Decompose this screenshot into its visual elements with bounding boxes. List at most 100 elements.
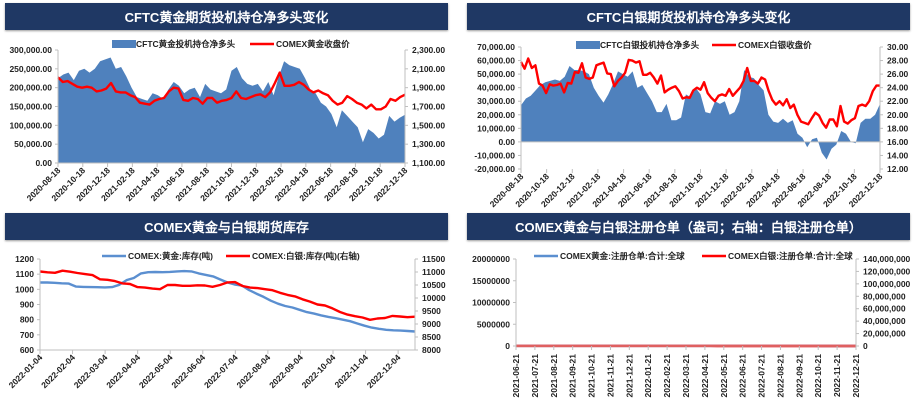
- y-left-tick-label: 250,000.00: [9, 64, 52, 74]
- legend-label: COMEX白银:注册仓单:合计:全球: [728, 251, 853, 261]
- x-tick-label: 2021-10-21: [587, 354, 597, 398]
- chart-panel-silver-cftc: CFTC白银期货投机持仓净多头变化 CFTC白银投机持仓净多头 COMEX白银收盘…: [462, 0, 924, 209]
- y-right-tick-label: 2,300.00: [412, 45, 445, 55]
- y-left-tick-label: 70,000.00: [477, 42, 515, 52]
- chart-comex-inventory: COMEX:黄金:库存(吨) COMEX:白银:库存(吨)(右轴) 600 700 80…: [7, 251, 446, 390]
- y-right-tick-label: 10000: [422, 293, 446, 303]
- x-tick-label: 2022-07-04: [202, 352, 240, 390]
- x-tick-label: 2021-08-21: [549, 354, 559, 398]
- x-tick-label: 2022-02-21: [662, 354, 672, 398]
- x-tick-label: 2022-03-04: [72, 352, 110, 390]
- y-right-tick-label: 120,000,000: [863, 266, 911, 276]
- legend-label: CFTC白银投机持仓净多头: [600, 40, 700, 50]
- series-line-1: [519, 57, 880, 129]
- y-left-tick-label: 50,000.00: [477, 69, 515, 79]
- y-right-tick-label: 12.00: [887, 164, 909, 174]
- legend-label: CFTC黄金投机持仓净多头: [136, 39, 236, 49]
- y-left-tick-label: 60,000.00: [477, 56, 515, 66]
- y-right-tick-label: 26.00: [887, 69, 909, 79]
- x-tick-label: 2022-08-21: [775, 354, 785, 398]
- y-left-tick-label: 100,000.00: [9, 120, 52, 130]
- y-right-tick-label: 1,700.00: [412, 102, 445, 112]
- y-left-tick-label: 0.00: [35, 158, 52, 168]
- legend-swatch: [576, 41, 600, 49]
- x-tick-label: 2022-05-21: [719, 354, 729, 398]
- chart-gold-cftc: CFTC黄金投机持仓净多头 COMEX黄金收盘价 0.00 50,000.00 100,…: [9, 39, 445, 203]
- y-right-tick-label: 20,000,000: [863, 329, 906, 339]
- x-tick-label: 2022-12-04: [365, 352, 403, 390]
- x-tick-label: 2022-09-04: [267, 352, 305, 390]
- series-area-0: [521, 66, 880, 160]
- y-left-tick-label: 40,000.00: [477, 83, 515, 93]
- y-right-tick-label: 20.00: [887, 110, 909, 120]
- series-line-1: [39, 269, 416, 322]
- y-left-tick-label: 1000: [15, 284, 34, 294]
- y-left-tick-label: 20000000: [472, 254, 510, 264]
- legend-label: COMEX白银收盘价: [738, 40, 812, 50]
- y-right-tick-label: 11000: [422, 267, 445, 277]
- x-tick-label: 2021-09-21: [568, 354, 578, 398]
- y-right-tick-label: 24.00: [887, 83, 909, 93]
- y-left-tick-label: 0.00: [498, 137, 515, 147]
- y-left-tick-label: 700: [20, 330, 34, 340]
- y-right-tick-label: 1,900.00: [412, 83, 445, 93]
- chart-title: CFTC白银期货投机持仓净多头变化: [467, 3, 910, 30]
- y-left-tick-label: 600: [20, 345, 34, 355]
- y-right-tick-label: 22.00: [887, 96, 909, 106]
- y-left-tick-label: 1100: [16, 269, 35, 279]
- legend-swatch: [112, 40, 136, 48]
- y-right-tick-label: 2,100.00: [412, 64, 445, 74]
- legend-label: COMEX黄金收盘价: [276, 39, 350, 49]
- chart-panel-gold-cftc: CFTC黄金期货投机持仓净多头变化 CFTC黄金投机持仓净多头 COMEX黄金收盘…: [0, 0, 462, 208]
- y-left-tick-label: 0: [505, 341, 510, 351]
- y-right-tick-label: 1,100.00: [412, 158, 445, 168]
- x-tick-label: 2022-11-21: [832, 354, 842, 397]
- y-right-tick-label: 28.00: [887, 56, 909, 66]
- legend-label: COMEX:黄金:库存(吨): [128, 251, 213, 261]
- y-right-tick-label: 40,000,000: [863, 316, 906, 326]
- x-tick-label: 2022-01-21: [643, 354, 653, 398]
- y-left-tick-label: 20,000.00: [477, 110, 515, 120]
- x-tick-label: 2022-10-04: [300, 352, 338, 390]
- x-tick-label: 2022-05-04: [137, 352, 175, 390]
- legend-label: COMEX黄金:注册仓单:合计:全球: [560, 251, 685, 261]
- y-right-tick-label: 11500: [422, 254, 445, 264]
- x-tick-label: 2022-06-21: [738, 354, 748, 398]
- x-tick-label: 2022-07-21: [757, 354, 767, 398]
- chart-title: CFTC黄金期货投机持仓净多头变化: [5, 3, 448, 30]
- y-left-tick-label: 5000000: [477, 319, 510, 329]
- y-right-tick-label: 30.00: [887, 42, 909, 52]
- chart-silver-cftc: CFTC白银投机持仓净多头 COMEX白银收盘价 -20,000.00 -10,000…: [474, 40, 909, 209]
- chart-title: COMEX黄金与白银注册仓单（盎司；右轴：白银注册仓单）: [467, 213, 910, 240]
- x-tick-label: 2022-01-04: [7, 352, 45, 390]
- y-right-tick-label: 16.00: [887, 137, 909, 147]
- series-line-1: [57, 71, 406, 111]
- y-right-tick-label: 8500: [422, 332, 441, 342]
- x-tick-label: 2022-08-04: [234, 352, 272, 390]
- y-left-tick-label: 900: [20, 300, 34, 310]
- x-tick-label: 2022-12-21: [851, 354, 861, 398]
- series-line-0: [40, 269, 416, 333]
- y-left-tick-label: 800: [20, 315, 34, 325]
- x-tick-label: 2022-10-21: [813, 354, 823, 398]
- x-tick-label: 2021-07-21: [530, 354, 540, 398]
- x-tick-label: 2022-09-21: [794, 354, 804, 398]
- y-right-tick-label: 60,000,000: [863, 304, 906, 314]
- x-tick-label: 2021-11-21: [605, 354, 615, 397]
- y-left-tick-label: 50,000.00: [14, 139, 52, 149]
- chart-panel-comex-inventory: COMEX黄金与白银期货库存 COMEX:黄金:库存(吨) COMEX:白银:库存…: [0, 210, 462, 401]
- y-left-tick-label: 300,000.00: [9, 45, 52, 55]
- y-left-tick-label: 150,000.00: [9, 102, 52, 112]
- y-right-tick-label: 10500: [422, 280, 446, 290]
- series-area-0: [58, 57, 405, 163]
- x-tick-label: 2022-04-21: [700, 354, 710, 398]
- x-tick-label: 2022-06-04: [169, 352, 207, 390]
- y-left-tick-label: -20,000.00: [474, 164, 515, 174]
- y-left-tick-label: -10,000.00: [474, 150, 515, 160]
- y-right-tick-label: 8000: [422, 345, 441, 355]
- y-right-tick-label: 9500: [422, 306, 441, 316]
- y-right-tick-label: 0: [863, 341, 868, 351]
- y-left-tick-label: 10000000: [472, 298, 510, 308]
- y-right-tick-label: 1,300.00: [412, 139, 445, 149]
- x-tick-label: 2022-02-04: [39, 352, 77, 390]
